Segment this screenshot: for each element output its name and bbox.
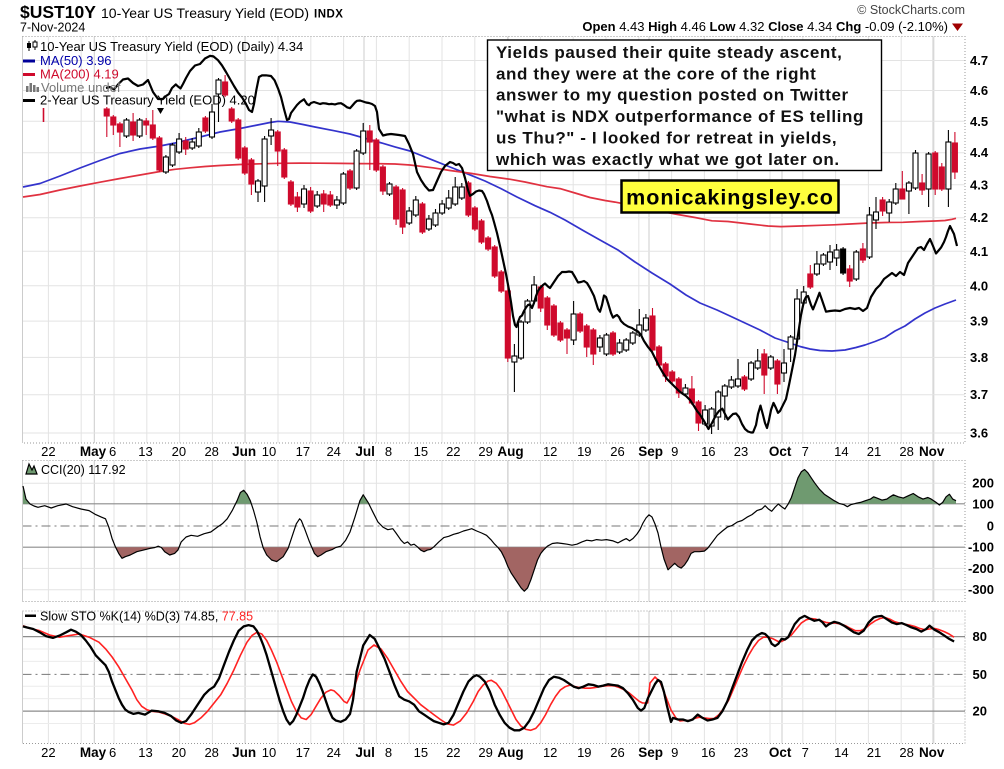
svg-text:12: 12: [543, 745, 557, 760]
svg-text:Nov: Nov: [919, 444, 945, 459]
svg-text:10-Year US Treasury Yield (EOD: 10-Year US Treasury Yield (EOD): [101, 5, 309, 21]
svg-text:8: 8: [385, 745, 392, 760]
svg-text:28: 28: [204, 444, 218, 459]
svg-text:May: May: [80, 444, 107, 459]
svg-text:4.2: 4.2: [970, 210, 988, 225]
svg-text:28: 28: [899, 745, 913, 760]
svg-text:Slow STO %K(14) %D(3) 74.85, 7: Slow STO %K(14) %D(3) 74.85, 77.85: [40, 610, 253, 624]
svg-text:17: 17: [296, 745, 310, 760]
svg-text:answer to my question posted o: answer to my question posted on Twitter: [496, 86, 849, 105]
svg-text:22: 22: [446, 444, 460, 459]
svg-text:Jun: Jun: [232, 444, 256, 459]
svg-text:4.5: 4.5: [970, 114, 988, 129]
svg-text:200: 200: [972, 476, 994, 491]
svg-text:10: 10: [262, 745, 276, 760]
svg-text:6: 6: [109, 745, 116, 760]
svg-text:26: 26: [610, 444, 624, 459]
svg-text:MA(200) 4.19: MA(200) 4.19: [40, 67, 119, 82]
svg-text:Sep: Sep: [638, 444, 663, 459]
svg-text:24: 24: [326, 745, 340, 760]
svg-text:Aug: Aug: [497, 745, 523, 760]
svg-text:9: 9: [671, 444, 678, 459]
svg-text:Oct: Oct: [769, 444, 792, 459]
svg-text:20: 20: [172, 444, 186, 459]
svg-text:3.7: 3.7: [970, 387, 988, 402]
svg-text:4.0: 4.0: [970, 278, 988, 293]
svg-text:22: 22: [41, 745, 55, 760]
svg-text:Nov: Nov: [919, 745, 945, 760]
svg-text:2-Year US Treasury Yield (EOD): 2-Year US Treasury Yield (EOD) 4.20: [40, 93, 255, 108]
svg-text:19: 19: [577, 444, 591, 459]
svg-text:3.9: 3.9: [970, 314, 988, 329]
svg-text:Volume undef: Volume undef: [41, 80, 121, 95]
svg-text:Aug: Aug: [497, 444, 523, 459]
svg-text:4.6: 4.6: [970, 83, 988, 98]
svg-text:21: 21: [867, 745, 881, 760]
svg-text:7: 7: [802, 745, 809, 760]
svg-text:20: 20: [172, 745, 186, 760]
svg-text:Jul: Jul: [355, 444, 375, 459]
svg-text:12: 12: [543, 444, 557, 459]
svg-text:13: 13: [138, 745, 152, 760]
svg-text:4.3: 4.3: [970, 177, 988, 192]
svg-text:22: 22: [446, 745, 460, 760]
svg-text:-100: -100: [968, 540, 994, 555]
svg-text:May: May: [80, 745, 107, 760]
svg-text:© StockCharts.com: © StockCharts.com: [857, 3, 965, 17]
svg-text:28: 28: [204, 745, 218, 760]
svg-text:-300: -300: [968, 582, 994, 597]
svg-text:13: 13: [138, 444, 152, 459]
svg-text:10: 10: [262, 444, 276, 459]
svg-text:$UST10Y: $UST10Y: [20, 2, 96, 22]
svg-text:14: 14: [834, 745, 848, 760]
svg-text:INDX: INDX: [314, 9, 343, 21]
svg-text:17: 17: [296, 444, 310, 459]
svg-text:which was exactly what we got: which was exactly what we got later on.: [495, 150, 840, 169]
svg-text:-200: -200: [968, 561, 994, 576]
svg-text:CCI(20) 117.92: CCI(20) 117.92: [41, 463, 126, 477]
svg-text:us Thu?" - I looked for retrea: us Thu?" - I looked for retreat in yield…: [496, 128, 837, 147]
svg-text:4.1: 4.1: [970, 244, 988, 259]
svg-text:23: 23: [734, 444, 748, 459]
svg-text:Oct: Oct: [769, 745, 792, 760]
svg-text:4.7: 4.7: [970, 53, 988, 68]
svg-text:14: 14: [834, 444, 848, 459]
svg-text:15: 15: [414, 745, 428, 760]
svg-text:0: 0: [987, 519, 994, 534]
svg-text:50: 50: [973, 667, 987, 682]
svg-text:8: 8: [385, 444, 392, 459]
svg-text:23: 23: [734, 745, 748, 760]
svg-text:29: 29: [478, 444, 492, 459]
svg-text:9: 9: [671, 745, 678, 760]
svg-text:16: 16: [701, 444, 715, 459]
svg-text:28: 28: [899, 444, 913, 459]
svg-text:Open 4.43 High 4.46 Low 4.32 C: Open 4.43 High 4.46 Low 4.32 Close 4.34 …: [582, 19, 948, 34]
svg-text:20: 20: [973, 704, 987, 719]
svg-text:100: 100: [972, 496, 994, 511]
svg-text:MA(50) 3.96: MA(50) 3.96: [40, 53, 112, 68]
svg-text:10-Year US Treasury Yield (EOD: 10-Year US Treasury Yield (EOD) (Daily) …: [40, 39, 303, 54]
svg-text:Jun: Jun: [232, 745, 256, 760]
svg-text:16: 16: [701, 745, 715, 760]
svg-text:80: 80: [973, 629, 987, 644]
svg-text:"what is NDX outperformance of: "what is NDX outperformance of ES tellin…: [496, 107, 864, 126]
svg-text:4.4: 4.4: [970, 145, 989, 160]
svg-text:24: 24: [326, 444, 340, 459]
svg-text:monicakingsley.co: monicakingsley.co: [626, 186, 834, 210]
svg-text:3.6: 3.6: [970, 426, 988, 441]
svg-text:29: 29: [478, 745, 492, 760]
svg-text:Jul: Jul: [355, 745, 375, 760]
svg-text:6: 6: [109, 444, 116, 459]
svg-text:Sep: Sep: [638, 745, 663, 760]
svg-text:3.8: 3.8: [970, 350, 988, 365]
svg-text:and they were at the core of t: and they were at the core of the right: [496, 64, 816, 83]
svg-text:19: 19: [577, 745, 591, 760]
svg-text:15: 15: [414, 444, 428, 459]
svg-text:7: 7: [802, 444, 809, 459]
svg-text:26: 26: [610, 745, 624, 760]
svg-text:Yields paused their quite stea: Yields paused their quite steady ascent,: [496, 43, 842, 62]
svg-text:22: 22: [41, 444, 55, 459]
svg-text:21: 21: [867, 444, 881, 459]
svg-text:7-Nov-2024: 7-Nov-2024: [20, 21, 85, 35]
